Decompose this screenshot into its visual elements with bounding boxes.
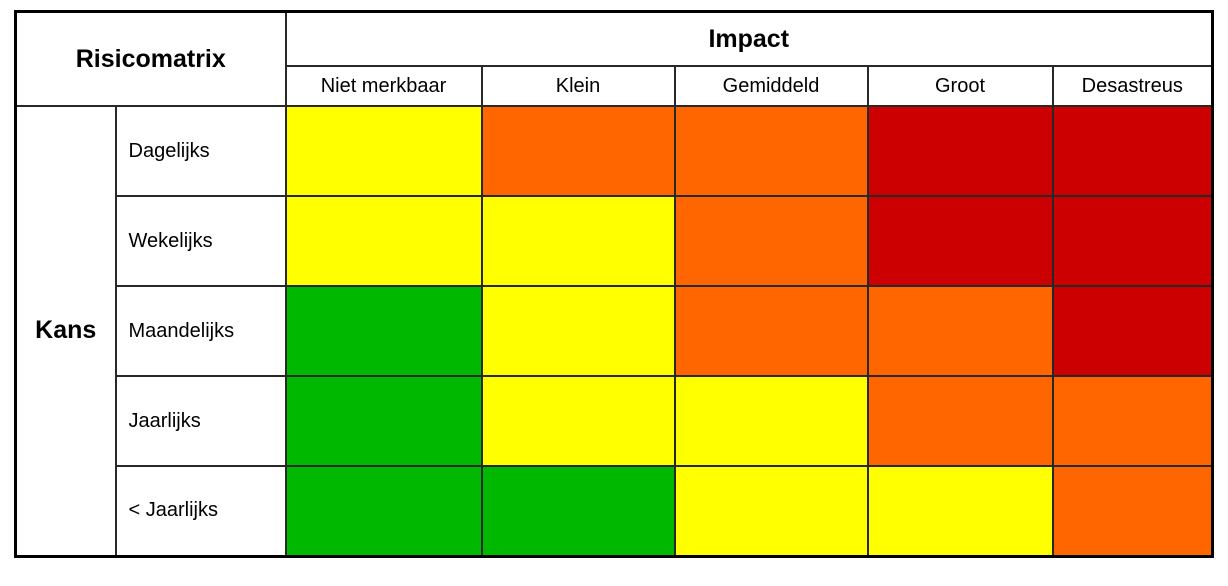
row-minder-dan-jaarlijks: < Jaarlijks [16, 465, 1214, 557]
risk-cell-minder-dan-jaarlijks-desastreus [1051, 465, 1214, 557]
kans-level-minder-dan-jaarlijks: < Jaarlijks [114, 465, 287, 557]
risk-cell-jaarlijks-groot [866, 375, 1054, 467]
risk-cell-jaarlijks-desastreus [1051, 375, 1214, 467]
kans-level-wekelijks: Wekelijks [114, 195, 287, 287]
risk-cell-minder-dan-jaarlijks-groot [866, 465, 1054, 557]
row-wekelijks: Wekelijks [16, 195, 1214, 287]
risk-cell-dagelijks-gemiddeld [673, 105, 869, 197]
risk-cell-dagelijks-klein [480, 105, 676, 197]
risk-cell-jaarlijks-niet-merkbaar [284, 375, 483, 467]
matrix-title: Risicomatrix [14, 10, 287, 107]
risk-cell-maandelijks-desastreus [1051, 285, 1214, 377]
kans-level-maandelijks: Maandelijks [114, 285, 287, 377]
risk-cell-jaarlijks-klein [480, 375, 676, 467]
risk-cell-maandelijks-groot [866, 285, 1054, 377]
kans-level-jaarlijks: Jaarlijks [114, 375, 287, 467]
row-dagelijks: Kans Dagelijks [14, 105, 1214, 557]
risk-cell-minder-dan-jaarlijks-niet-merkbaar [284, 465, 483, 557]
risk-cell-minder-dan-jaarlijks-klein [480, 465, 676, 557]
risk-cell-wekelijks-desastreus [1051, 195, 1214, 287]
risk-cell-dagelijks-niet-merkbaar [284, 105, 483, 197]
impact-level-niet-merkbaar: Niet merkbaar [284, 65, 483, 107]
row-maandelijks: Maandelijks [16, 285, 1214, 377]
kans-axis-label: Kans [14, 105, 117, 557]
impact-level-desastreus: Desastreus [1051, 65, 1214, 107]
risk-cell-dagelijks-groot [866, 105, 1054, 197]
row-jaarlijks: Jaarlijks [16, 375, 1214, 467]
risk-cell-maandelijks-niet-merkbaar [284, 285, 483, 377]
impact-header-row: Risicomatrix Impact [14, 10, 1214, 107]
risk-cell-wekelijks-groot [866, 195, 1054, 287]
impact-levels-row: Niet merkbaar Klein Gemiddeld Groot Desa… [16, 65, 1214, 107]
risk-matrix-table: Risicomatrix Impact Niet merkbaar Klein … [14, 10, 1214, 558]
risk-cell-wekelijks-gemiddeld [673, 195, 869, 287]
impact-level-klein: Klein [480, 65, 676, 107]
impact-level-groot: Groot [866, 65, 1054, 107]
risk-cell-maandelijks-gemiddeld [673, 285, 869, 377]
impact-level-gemiddeld: Gemiddeld [673, 65, 869, 107]
risk-cell-minder-dan-jaarlijks-gemiddeld [673, 465, 869, 557]
risk-cell-maandelijks-klein [480, 285, 676, 377]
risk-cell-wekelijks-niet-merkbaar [284, 195, 483, 287]
risk-cell-jaarlijks-gemiddeld [673, 375, 869, 467]
impact-axis-label: Impact [284, 10, 1214, 67]
risk-cell-wekelijks-klein [480, 195, 676, 287]
kans-level-dagelijks: Dagelijks [114, 105, 287, 197]
risk-cell-dagelijks-desastreus [1051, 105, 1214, 197]
